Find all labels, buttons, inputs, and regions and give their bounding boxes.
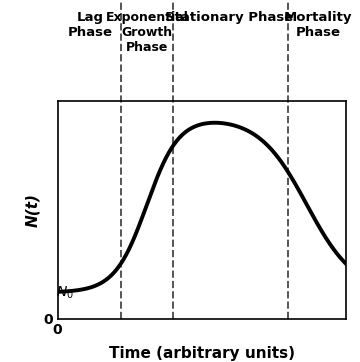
Text: $N_0$: $N_0$ bbox=[55, 284, 73, 301]
Text: Lag
Phase: Lag Phase bbox=[68, 11, 113, 39]
Text: Stationary Phase: Stationary Phase bbox=[165, 11, 293, 24]
Text: Exponential
Growth
Phase: Exponential Growth Phase bbox=[105, 11, 188, 54]
Text: Mortality
Phase: Mortality Phase bbox=[284, 11, 352, 39]
X-axis label: Time (arbitrary units): Time (arbitrary units) bbox=[109, 346, 294, 361]
Y-axis label: N(t): N(t) bbox=[25, 193, 40, 227]
